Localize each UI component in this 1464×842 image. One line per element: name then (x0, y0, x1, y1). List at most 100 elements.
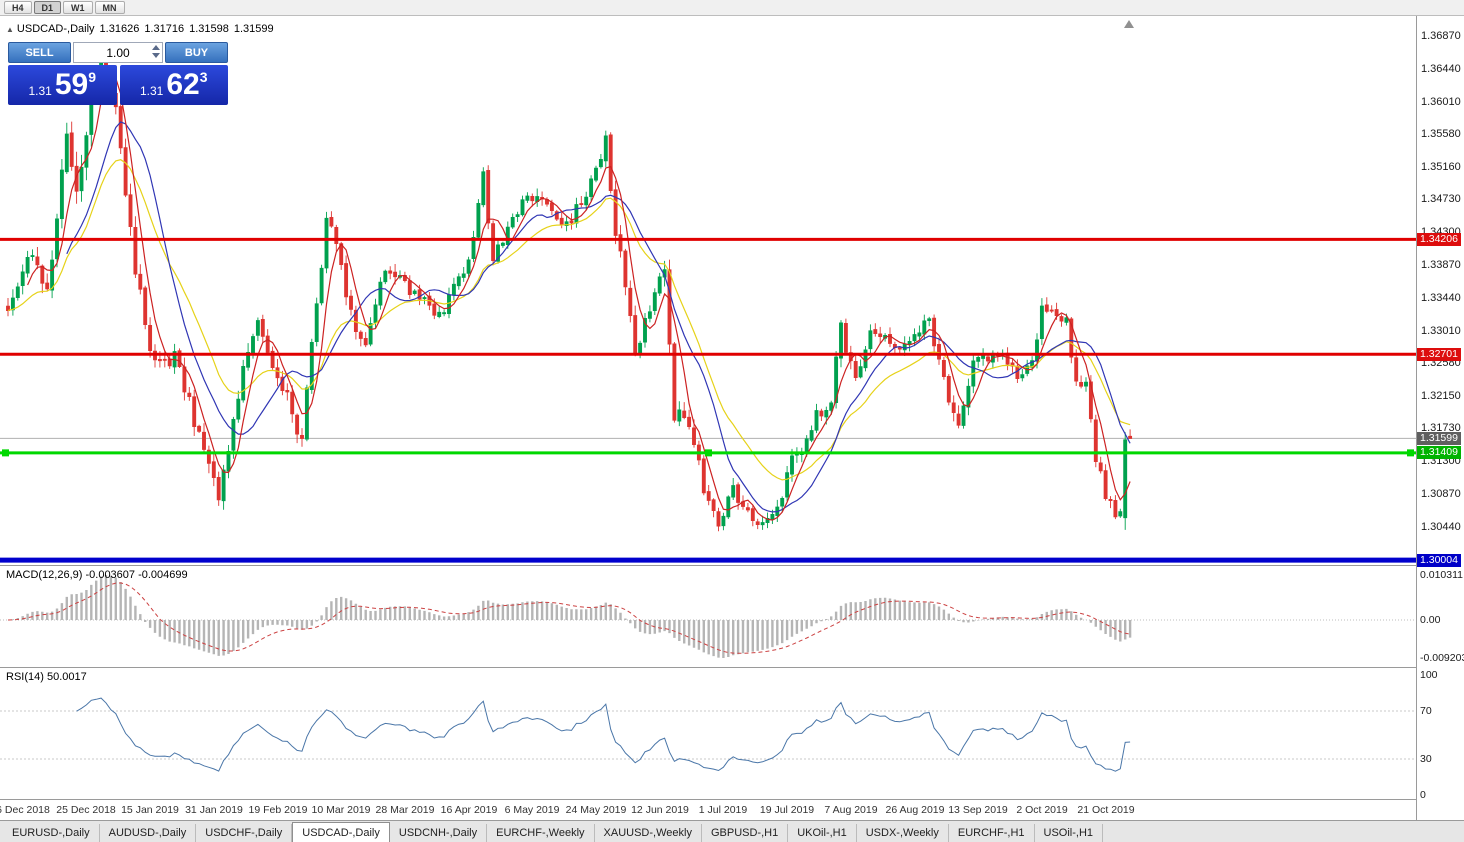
date-label: 7 Aug 2019 (824, 804, 878, 816)
rsi-label: RSI(14) 50.0017 (6, 671, 87, 683)
chart-tab-ukoilh1[interactable]: UKOil-,H1 (788, 824, 857, 842)
date-label: 31 Jan 2019 (185, 804, 243, 816)
macd-axis-tick: -0.009203 (1420, 652, 1464, 664)
price-axis-tick: 1.33440 (1421, 292, 1461, 304)
rsi-axis-tick: 0 (1420, 789, 1426, 801)
price-axis-tick: 1.35580 (1421, 128, 1461, 140)
date-axis[interactable]: 6 Dec 2018 25 Dec 2018 15 Jan 2019 31 Jan 2… (0, 800, 1416, 820)
chart-tab-audusddaily[interactable]: AUDUSD-,Daily (100, 824, 197, 842)
price-chart-pane[interactable] (0, 16, 1416, 565)
price-scale[interactable]: 1.36870 1.36440 1.36010 1.35580 1.35160 1.347… (1416, 16, 1464, 820)
date-label: 19 Feb 2019 (248, 804, 308, 816)
price-level-chip: 1.31599 (1417, 432, 1461, 445)
macd-title: MACD(12,26,9) (6, 569, 83, 581)
chart-tab-gbpusdh1[interactable]: GBPUSD-,H1 (702, 824, 789, 842)
price-axis-tick: 1.36440 (1421, 63, 1461, 75)
rsi-line-chart (0, 697, 1416, 772)
chart-ohlc-header: ▲ USDCAD-,Daily 1.31626 1.31716 1.31598 1.315… (6, 23, 279, 35)
tick-up-icon: ▲ (6, 25, 14, 34)
spinner-up-icon[interactable] (152, 45, 160, 50)
price-level-chip: 1.32701 (1417, 348, 1461, 361)
price-axis-tick: 1.36010 (1421, 96, 1461, 108)
buy-price-prefix: 1.31 (139, 84, 164, 98)
chart-tab-usdcnhdaily[interactable]: USDCNH-,Daily (390, 824, 488, 842)
price-axis-tick: 1.32150 (1421, 390, 1461, 402)
chart-tab-eurchfh1[interactable]: EURCHF-,H1 (949, 824, 1035, 842)
chart-tab-usdchfdaily[interactable]: USDCHF-,Daily (196, 824, 293, 842)
high-value: 1.31716 (144, 23, 185, 35)
price-axis-tick: 1.34730 (1421, 193, 1461, 205)
sell-price-big: 59 (54, 68, 89, 101)
buy-price-sup: 3 (199, 69, 208, 85)
date-label: 13 Sep 2019 (948, 804, 1008, 816)
date-label: 1 Jul 2019 (698, 804, 748, 816)
date-label: 28 Mar 2019 (375, 804, 435, 816)
date-label: 24 May 2019 (565, 804, 627, 816)
open-value: 1.31626 (99, 23, 140, 35)
volume-input[interactable]: 1.00 (73, 42, 163, 63)
rsi-axis-tick: 30 (1420, 753, 1432, 765)
price-axis-tick: 1.35160 (1421, 161, 1461, 173)
price-axis-tick: 1.31730 (1421, 422, 1461, 434)
macd-axis-tick: 0.00 (1420, 614, 1441, 626)
buy-price-display[interactable]: 1.31 62 3 (119, 65, 228, 105)
chart-tab-eurchfweekly[interactable]: EURCHF-,Weekly (487, 824, 595, 842)
price-axis-tick: 1.33010 (1421, 325, 1461, 337)
price-level-chip: 1.34206 (1417, 233, 1461, 246)
macd-values: -0.003607 -0.004699 (85, 569, 188, 581)
chart-tab-bar: EURUSD-,Daily AUDUSD-,Daily USDCHF-,Daily U… (0, 820, 1464, 842)
price-axis-tick: 1.30440 (1421, 521, 1461, 533)
rsi-axis-tick: 70 (1420, 705, 1432, 717)
date-label: 21 Oct 2019 (1077, 804, 1135, 816)
timeframe-toolbar: H4 D1 W1 MN (0, 0, 1464, 16)
date-label: 26 Aug 2019 (885, 804, 945, 816)
date-label: 6 Dec 2018 (0, 804, 50, 816)
date-label: 12 Jun 2019 (631, 804, 689, 816)
buy-price-big: 62 (166, 68, 200, 101)
price-axis-tick: 1.30870 (1421, 488, 1461, 500)
chart-tab-usdxweekly[interactable]: USDX-,Weekly (857, 824, 949, 842)
spinner-down-icon[interactable] (152, 53, 160, 58)
macd-indicator-pane[interactable] (0, 566, 1416, 667)
sell-button[interactable]: SELL (8, 42, 71, 63)
close-value: 1.31599 (233, 23, 274, 35)
candlestick-chart[interactable] (0, 16, 1416, 565)
timeframe-button-w1[interactable]: W1 (63, 1, 93, 14)
pane-divider (0, 799, 1464, 800)
sell-price-prefix: 1.31 (28, 84, 52, 98)
chart-shift-marker-icon[interactable] (1124, 20, 1134, 28)
date-label: 6 May 2019 (504, 804, 560, 816)
chart-tab-usoilh1[interactable]: USOil-,H1 (1035, 824, 1104, 842)
price-level-chip: 1.31409 (1417, 446, 1461, 459)
chart-tab-usdcaddaily[interactable]: USDCAD-,Daily (292, 822, 390, 842)
volume-spinner[interactable] (152, 45, 160, 58)
timeframe-button-h4[interactable]: H4 (4, 1, 32, 14)
macd-histogram (0, 575, 1416, 658)
timeframe-button-mn[interactable]: MN (94, 1, 125, 14)
pane-divider[interactable] (0, 565, 1464, 566)
chart-symbol-label: USDCAD-,Daily (16, 23, 95, 35)
macd-axis-tick: 0.010311 (1420, 569, 1464, 581)
sell-price-display[interactable]: 1.31 59 9 (8, 65, 117, 105)
chart-tab-eurusddaily[interactable]: EURUSD-,Daily (3, 824, 100, 842)
one-click-trading-panel: SELL 1.00 BUY 1.31 59 9 1.31 62 3 (8, 42, 228, 105)
chart-tab-xauusdweekly[interactable]: XAUUSD-,Weekly (595, 824, 702, 842)
buy-button[interactable]: BUY (165, 42, 228, 63)
rsi-title: RSI(14) (6, 671, 44, 683)
pane-divider[interactable] (0, 667, 1464, 668)
volume-value: 1.00 (106, 45, 130, 60)
price-axis-tick: 1.33870 (1421, 259, 1461, 271)
date-label: 2 Oct 2019 (1016, 804, 1068, 816)
timeframe-button-d1[interactable]: D1 (33, 1, 62, 14)
sell-price-sup: 9 (88, 69, 97, 85)
rsi-indicator-pane[interactable] (0, 668, 1416, 799)
date-label: 15 Jan 2019 (121, 804, 179, 816)
rsi-axis-tick: 100 (1420, 669, 1438, 681)
macd-label: MACD(12,26,9) -0.003607 -0.004699 (6, 569, 188, 581)
price-level-chip: 1.30004 (1417, 554, 1461, 567)
date-label: 16 Apr 2019 (440, 804, 498, 816)
rsi-value: 50.0017 (46, 671, 87, 683)
low-value: 1.31598 (189, 23, 229, 35)
price-axis-tick: 1.36870 (1421, 30, 1461, 42)
